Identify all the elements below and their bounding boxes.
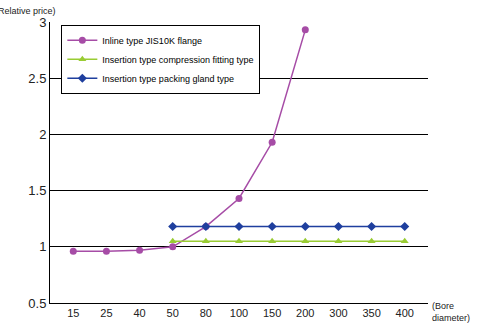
svg-text:1: 1 [39,239,46,254]
svg-text:(Relative price): (Relative price) [0,6,56,16]
svg-text:2.5: 2.5 [28,71,46,86]
svg-text:Inline type JIS10K flange: Inline type JIS10K flange [102,36,202,46]
svg-text:200: 200 [296,307,314,319]
svg-text:40: 40 [133,307,145,319]
svg-text:0.5: 0.5 [28,296,46,311]
svg-text:400: 400 [396,307,414,319]
svg-text:1.5: 1.5 [28,183,46,198]
svg-text:350: 350 [362,307,380,319]
svg-text:3: 3 [39,15,46,30]
svg-text:100: 100 [230,307,248,319]
svg-text:15: 15 [67,307,79,319]
svg-text:2: 2 [39,127,46,142]
svg-text:25: 25 [100,307,112,319]
svg-text:300: 300 [329,307,347,319]
svg-text:50: 50 [167,307,179,319]
svg-text:150: 150 [263,307,281,319]
svg-text:Insertion type compression fit: Insertion type compression fitting type [102,55,253,65]
svg-text:(Borediameter): (Borediameter) [432,301,470,323]
svg-text:Insertion type packing gland t: Insertion type packing gland type [102,74,234,84]
svg-text:80: 80 [200,307,212,319]
